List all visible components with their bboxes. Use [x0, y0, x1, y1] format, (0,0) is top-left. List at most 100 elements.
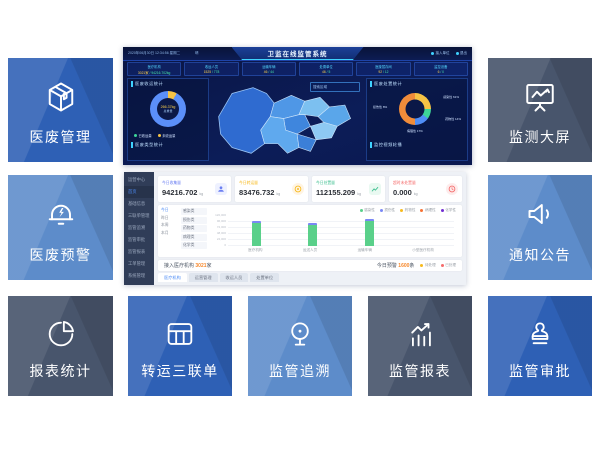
big-screen-stats-row: 医疗机构 3021家 / 94216.702kg 收运人员 1525 / 778 运… [127, 62, 468, 76]
sidebar-item[interactable]: 监管追溯 [128, 225, 146, 230]
disposal-donut-chart [399, 93, 431, 125]
stat-box: 收运人员 1525 / 778 [184, 62, 239, 76]
tile-supervision-trace[interactable]: 监管追溯 [248, 296, 352, 396]
bar-group [364, 216, 374, 246]
coin-icon [292, 183, 304, 195]
tile-label: 监管追溯 [269, 363, 331, 379]
pie-chart-icon [44, 317, 78, 356]
table-grid-icon [163, 317, 197, 356]
trend-icon [369, 183, 381, 195]
waste-type-list[interactable]: 感染类 损伤类 药物类 病理类 化学类 [181, 208, 207, 249]
stat-box: 监控设备 6 / 0 [413, 62, 468, 76]
stat-card-transferred: 今日转运量 83476.732 kg [235, 176, 308, 202]
collection-donut-chart: 266.37kg 总重量 [150, 91, 186, 127]
stamp-icon [523, 317, 557, 356]
collection-stats-panel: 医废收运统计 266.37kg 总重量 已收运量 未收运量 医废类型统计 [127, 78, 209, 161]
sidebar-item[interactable]: 监管审批 [128, 237, 146, 242]
admin-main-area: 今日收集量 94216.702 kg 今日转运量 83476.732 kg 今日… [154, 172, 466, 285]
stat-card-overdue: 超时未处置量 0.000 kg [389, 176, 462, 202]
user-icon [431, 52, 434, 55]
sidebar-item[interactable]: 基础信息 [128, 201, 146, 206]
donut-slice-label: 损伤性 8% [373, 105, 388, 109]
tile-supervision-approval[interactable]: 监管审批 [488, 296, 592, 396]
tile-medical-waste-warning[interactable]: 医废预警 [8, 175, 113, 280]
panel-title: 医废处置统计 [370, 81, 402, 87]
tile-label: 监管审批 [509, 363, 571, 379]
period-filter-list[interactable]: 今日 昨日 本周 本月 [161, 208, 169, 235]
big-screen-dashboard-preview: 2020年06月30日 12:34:56 星期二 晴 卫监在线监管系统 接入单位… [123, 47, 472, 165]
stat-card-collected: 今日收集量 94216.702 kg [158, 176, 231, 202]
tile-monitoring-big-screen[interactable]: 监测大屏 [488, 58, 592, 162]
clock-icon [446, 183, 458, 195]
x-axis-labels: 医疗机构 运送人员 运输车辆 小型医疗机构 [248, 248, 434, 252]
sidebar-item[interactable]: 系统管理 [128, 273, 146, 278]
chart-legend: 感染性 损伤性 药物性 病理性 化学性 [359, 208, 456, 213]
presentation-chart-icon [522, 79, 558, 120]
header-exit-button[interactable]: 退出 [455, 51, 467, 56]
tab-collectors[interactable]: 收运人员 [219, 273, 249, 282]
package-icon [43, 79, 79, 120]
tab-operations[interactable]: 运营管理 [188, 273, 218, 282]
big-screen-header: 2020年06月30日 12:34:56 星期二 晴 卫监在线监管系统 接入单位… [123, 47, 472, 61]
summary-footer-bar: 接入医疗机构 3021家 今日预警 1600条 待处理 已处理 [158, 260, 462, 271]
tile-transfer-manifest[interactable]: 转运三联单 [128, 296, 232, 396]
admin-dashboard-preview: 运营中心 首页 基础信息 三联单管理 监管追溯 监管审批 监管报表 工单管理 系… [124, 172, 466, 285]
stat-box: 医废暂存间 92 / 12 [356, 62, 411, 76]
tile-label: 监测大屏 [509, 129, 571, 145]
sidebar-item[interactable]: 工单管理 [128, 261, 146, 266]
donut-slice-label: 感染性 61% [443, 95, 459, 99]
entity-tabs-row: 医疗机构 运营管理 收运人员 处置单位 [158, 273, 462, 282]
big-screen-title: 卫监在线监管系统 [267, 51, 328, 58]
collection-bar-chart-panel: 今日 昨日 本周 本月 感染类 损伤类 药物类 病理类 化学类 感染性 损伤性 … [158, 205, 462, 257]
alarm-bell-icon [43, 196, 79, 237]
tile-medical-waste-management[interactable]: 医废管理 [8, 58, 113, 162]
datetime-text: 2020年06月30日 12:34:56 星期二 [128, 51, 181, 55]
tile-report-statistics[interactable]: 报表统计 [8, 296, 113, 396]
warnings-count: 今日预警 1600条 [376, 263, 415, 269]
tile-notice-announcement[interactable]: 通知公告 [488, 175, 592, 280]
donut-center-value: 266.37kg [160, 105, 176, 109]
stat-box: 处置单位 46 / 5 [298, 62, 354, 76]
tab-medical-institutions[interactable]: 医疗机构 [158, 273, 187, 282]
stat-box: 运输车辆 46 / 44 [241, 62, 296, 76]
tile-label: 监管报表 [389, 363, 451, 379]
warning-mini-legend: 待处理 已处理 [420, 263, 456, 268]
sidebar-item[interactable]: 三联单管理 [128, 213, 150, 218]
tile-label: 医废预警 [29, 247, 92, 263]
donut-slice-label: 病理性 17% [407, 129, 423, 133]
tile-supervision-report[interactable]: 监管报表 [368, 296, 472, 396]
megaphone-icon [522, 196, 558, 237]
institution-icon [215, 183, 227, 195]
collection-legend: 已收运量 未收运量 [134, 133, 175, 138]
stat-box: 医疗机构 3021家 / 94216.702kg [127, 62, 182, 76]
bar-group [308, 216, 318, 246]
panel-title: 监控视频轮播 [370, 142, 402, 148]
donut-slice-label: 药物性 14% [445, 117, 461, 121]
panel-title: 医废收运统计 [131, 81, 163, 87]
institutions-count: 接入医疗机构 3021家 [164, 263, 212, 269]
tile-label: 医废管理 [29, 129, 92, 145]
trend-bars-icon [403, 317, 437, 356]
header-user-entry[interactable]: 接入单位 [431, 51, 450, 56]
power-icon [455, 52, 459, 55]
disposal-stats-panel: 医废处置统计 感染性 61% 损伤性 8% 病理性 17% 药物性 14% 监控… [366, 78, 468, 161]
y-axis-ticks: 120,000 96,000 72,000 48,000 24,000 0 [215, 213, 226, 247]
admin-sidebar: 运营中心 首页 基础信息 三联单管理 监管追溯 监管审批 监管报表 工单管理 系… [124, 172, 154, 285]
panel-title: 医废类型统计 [131, 142, 163, 148]
trace-monitor-icon [283, 317, 317, 356]
stat-cards-row: 今日收集量 94216.702 kg 今日转运量 83476.732 kg 今日… [158, 176, 462, 202]
sidebar-item[interactable]: 监管报表 [128, 249, 146, 254]
province-map [211, 78, 364, 161]
tile-label: 报表统计 [29, 363, 92, 379]
tile-label: 转运三联单 [141, 363, 219, 379]
sidebar-item-active[interactable]: 首页 [124, 186, 154, 198]
donut-center-label: 总重量 [163, 109, 173, 113]
bar-group [251, 216, 261, 246]
tab-disposal-units[interactable]: 处置单位 [250, 273, 280, 282]
big-screen-title-banner: 卫监在线监管系统 [231, 47, 364, 60]
sidebar-item[interactable]: 运营中心 [128, 177, 146, 182]
tile-label: 通知公告 [509, 247, 571, 263]
stat-card-disposed: 今日处置量 112155.209 kg [312, 176, 385, 202]
map-search-input[interactable]: 搜索区域 [310, 82, 360, 92]
